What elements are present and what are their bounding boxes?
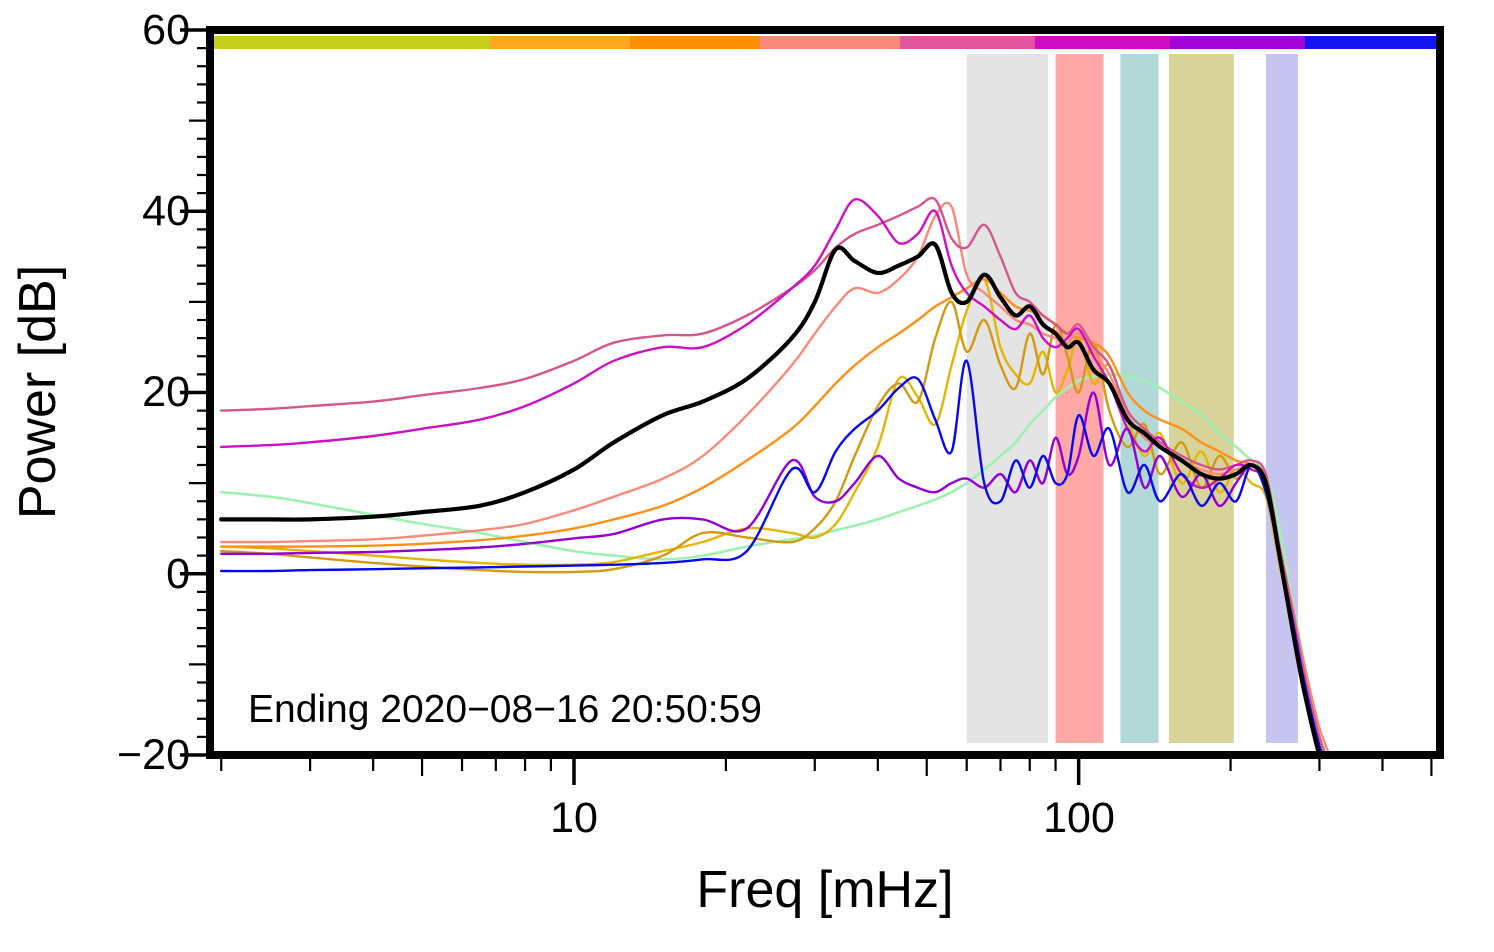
series-darkviolet (220, 391, 1324, 755)
colorbar-segment-3 (760, 36, 902, 49)
series-salmon (220, 201, 1331, 755)
colorbar-segment-7 (1304, 36, 1441, 49)
colorbar-segment-4 (900, 36, 1036, 49)
colorbar-segment-2 (630, 36, 762, 49)
colorbar-segment-6 (1170, 36, 1306, 49)
series-mean-black (219, 241, 1322, 755)
y-tick-label-20: 20 (142, 368, 190, 416)
x-axis-label: Freq [mHz] (696, 861, 954, 919)
series-palevioletred (220, 196, 1328, 755)
x-tick-label-100: 100 (1043, 794, 1115, 842)
spectra-curves (219, 196, 1331, 755)
colorbar-segment-1 (489, 36, 632, 49)
x-tick-label-10: 10 (550, 794, 598, 842)
band-teal (1120, 54, 1159, 743)
annotation-ending-time: Ending 2020−08−16 20:50:59 (248, 688, 762, 731)
y-tick-label-neg20: −20 (117, 731, 190, 779)
band-gray (966, 54, 1049, 743)
series-palegreen (219, 373, 1326, 755)
band-khaki (1168, 54, 1234, 743)
colorbar-segment-5 (1034, 36, 1172, 49)
plot-frame (206, 26, 1444, 759)
time-colorbar (210, 36, 1441, 49)
y-tick-label-60: 60 (142, 6, 190, 54)
y-tick-label-40: 40 (142, 187, 190, 235)
y-tick-label-0: 0 (166, 550, 190, 598)
series-blue (220, 359, 1324, 755)
series-magenta (220, 198, 1324, 755)
axis-ticks (180, 28, 1433, 785)
colorbar-segment-0 (210, 36, 491, 49)
